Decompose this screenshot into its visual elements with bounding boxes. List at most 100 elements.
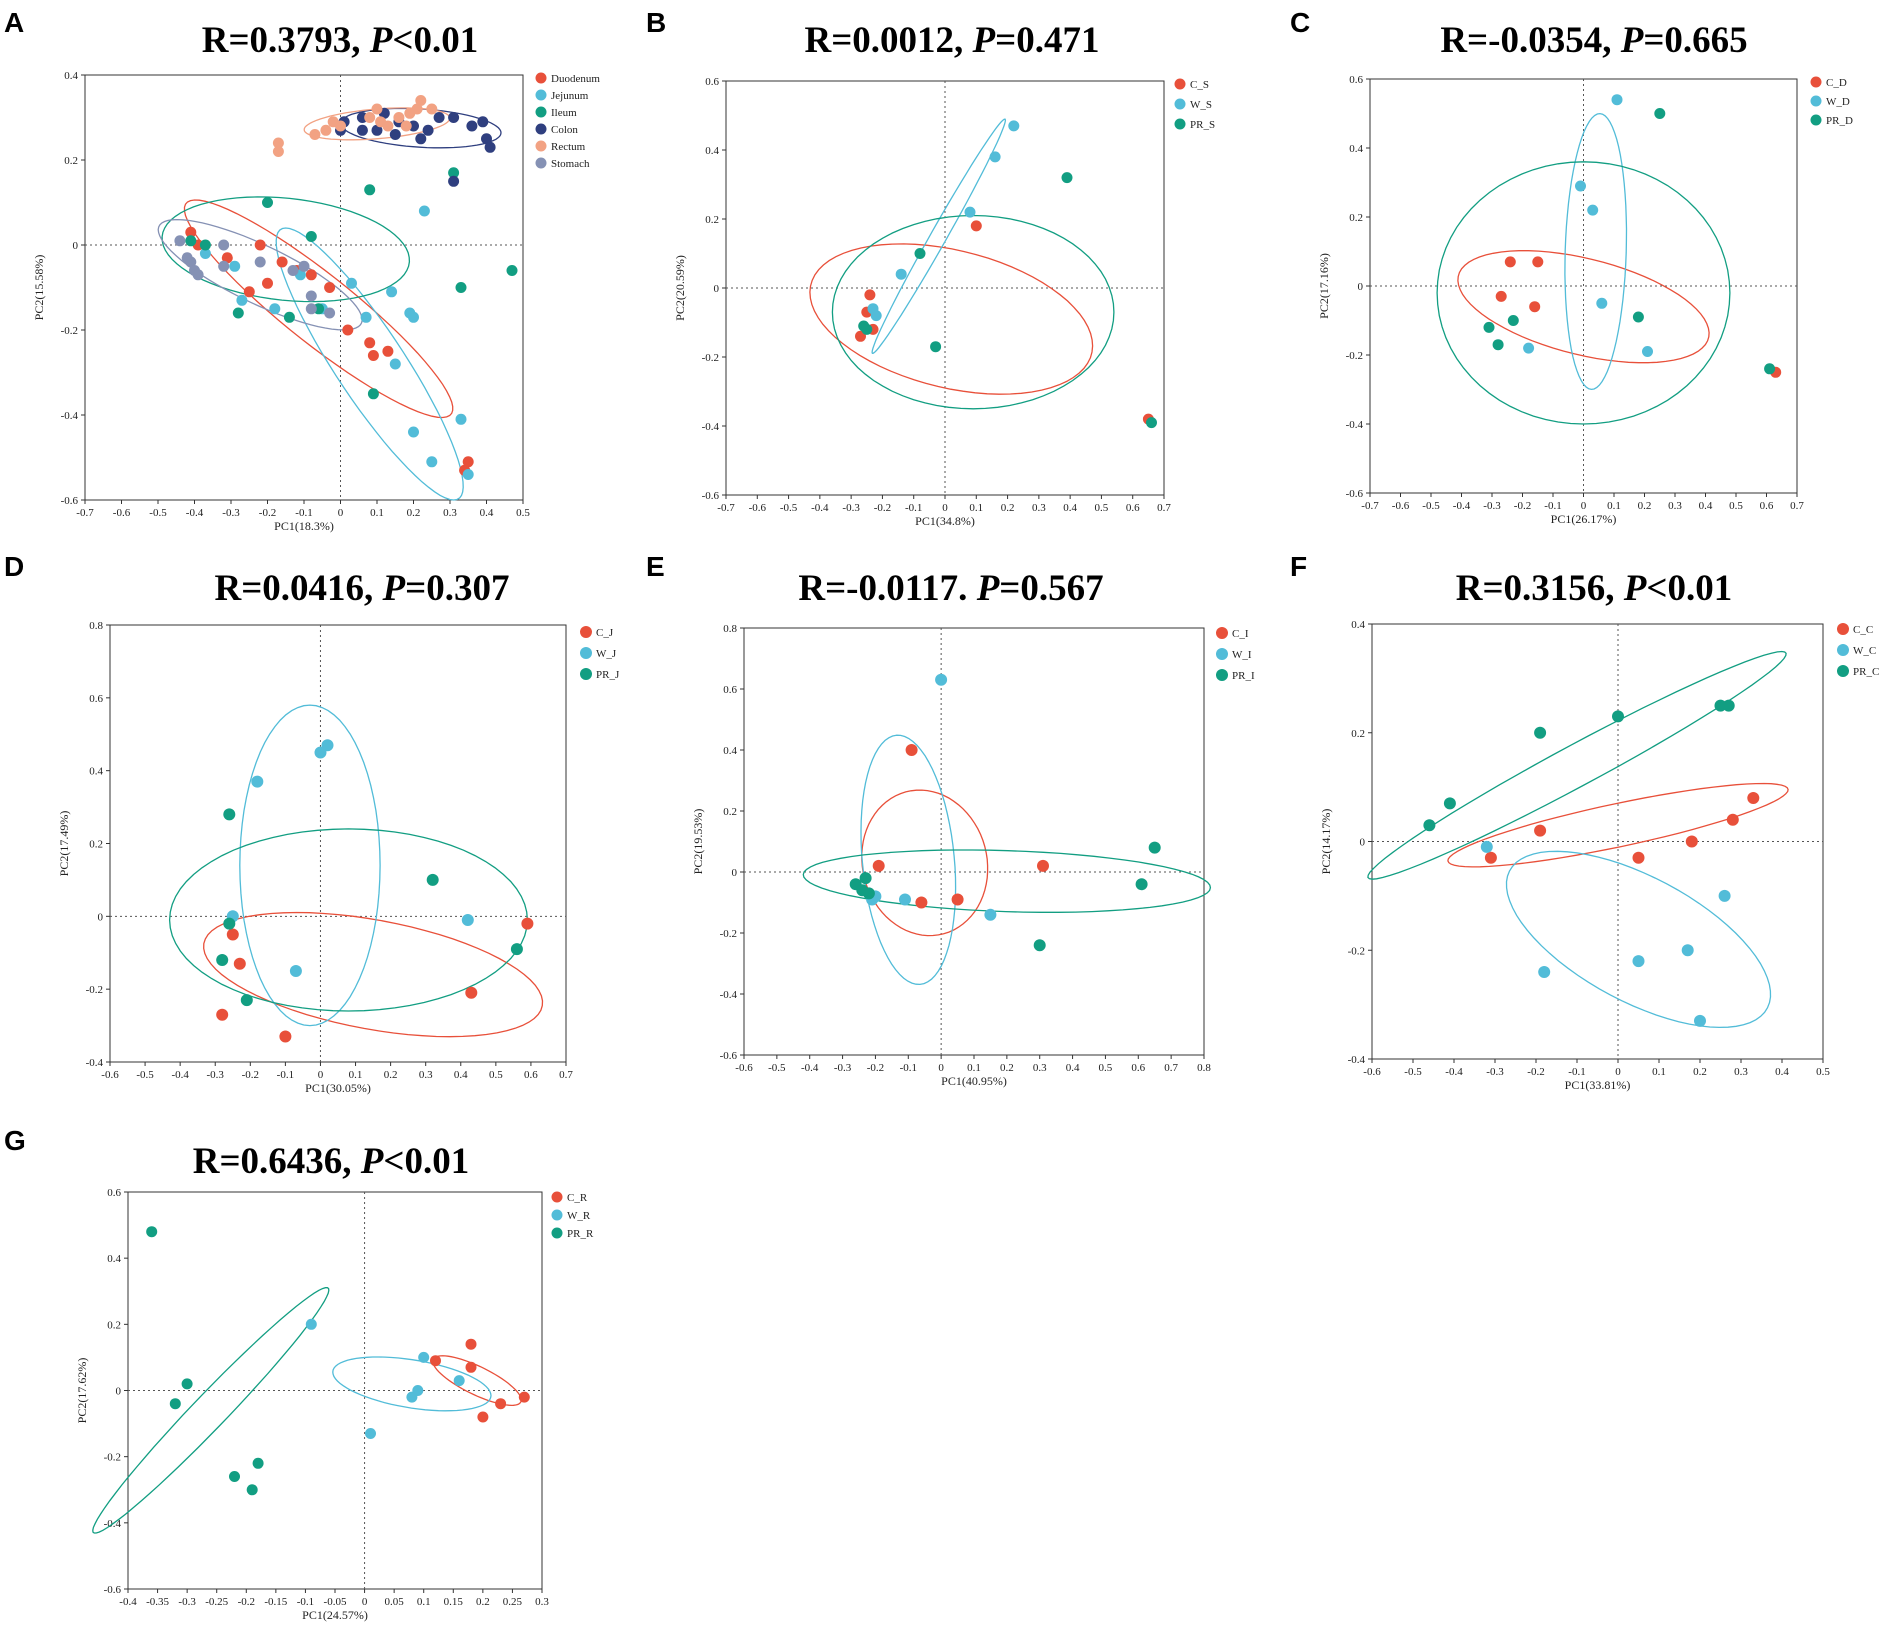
x-tick-label: 0.1 (370, 507, 384, 519)
point-colon (477, 116, 489, 128)
y-tick-label: -0.2 (1348, 945, 1365, 957)
x-tick-label: 0 (942, 502, 948, 514)
x-tick-label: -0.5 (136, 1069, 154, 1081)
point-pr-c (1714, 699, 1727, 712)
x-tick-label: 0 (318, 1069, 324, 1081)
x-tick-label: 0.5 (489, 1069, 503, 1081)
point-jejunum (455, 413, 467, 425)
panel-a: A R=0.3793, P<0.01-0.7 -0.6 -0.5 -0.4 -0.3 -0.… (4, 7, 600, 533)
x-tick-label: -0.2 (867, 1062, 884, 1074)
point-ileum (305, 231, 317, 242)
title-separator: , (351, 20, 370, 61)
point-w-r (453, 1375, 465, 1387)
panel-title: R=0.0012, P=0.471 (804, 20, 1099, 61)
x-tick-label: 0.6 (1126, 502, 1140, 514)
y-tick-label: -0.4 (720, 989, 738, 1001)
point-pr-i (1148, 841, 1161, 854)
x-tick-label: -0.6 (735, 1062, 753, 1074)
x-tick-label: 0 (362, 1596, 368, 1608)
point-colon (448, 175, 460, 187)
point-stomach (185, 256, 197, 268)
panel-letter: A (4, 7, 24, 38)
y-tick-label: -0.6 (720, 1050, 738, 1062)
panel-letter: C (1290, 7, 1310, 38)
legend-label-jejunum: Jejunum (551, 90, 589, 102)
point-ileum (232, 307, 244, 319)
point-w-i (984, 908, 997, 921)
point-ileum (283, 311, 295, 323)
x-tick-label: -0.4 (1445, 1066, 1463, 1078)
point-w-j (251, 775, 264, 788)
y-tick-label: 0.6 (107, 1187, 121, 1199)
point-duodenum (462, 456, 474, 468)
x-tick-label: -0.2 (259, 507, 276, 519)
x-tick-label: 0.5 (516, 507, 530, 519)
y-tick-label: 0.6 (723, 684, 737, 696)
legend-label-w-s: W_S (1190, 99, 1212, 111)
y-tick-label: 0.2 (705, 214, 719, 226)
point-w-s (895, 268, 907, 280)
point-pr-r (181, 1378, 193, 1390)
x-axis-label: PC1(34.8%) (915, 514, 975, 528)
ellipse-pr-r (92, 1287, 330, 1534)
x-tick-label: -0.2 (242, 1069, 259, 1081)
title-r-value: R=0.0012 (804, 20, 954, 61)
point-pr-d (1632, 311, 1644, 323)
x-tick-label: 0.3 (535, 1596, 549, 1608)
x-tick-label: 0.4 (1063, 502, 1077, 514)
point-w-c (1480, 840, 1493, 853)
title-p-value: =0.307 (405, 568, 509, 609)
point-w-j (289, 965, 302, 977)
title-separator: , (954, 20, 973, 61)
point-jejunum (229, 260, 241, 272)
x-tick-label: 0.6 (1131, 1062, 1145, 1074)
y-tick-label: -0.6 (1346, 488, 1364, 500)
title-p-value: =0.665 (1643, 20, 1747, 61)
x-tick-label: -0.4 (811, 502, 829, 514)
ellipse-pr-d (1436, 161, 1731, 425)
x-tick-label: -0.35 (146, 1596, 169, 1608)
x-tick-label: -0.3 (834, 1062, 852, 1074)
panel-title: R=0.0416, P=0.307 (214, 568, 509, 609)
title-separator: , (342, 1141, 361, 1182)
panel-title: R=0.3156, P<0.01 (1456, 568, 1733, 609)
point-pr-i (862, 887, 875, 900)
legend-marker-pr-r (551, 1227, 563, 1239)
legend-label-c-j: C_J (596, 627, 614, 639)
point-stomach (298, 260, 310, 272)
x-tick-label: 0.3 (1668, 500, 1682, 512)
x-tick-label: 0.1 (1652, 1066, 1666, 1078)
x-tick-label: 0.4 (454, 1069, 468, 1081)
legend-marker-ileum (535, 106, 547, 118)
legend-marker-c-i (1216, 627, 1228, 639)
point-rectum (415, 95, 427, 106)
point-w-i (935, 673, 948, 686)
point-rectum (382, 120, 394, 132)
point-stomach (192, 269, 204, 281)
title-p-label: P (382, 568, 406, 609)
point-c-r (430, 1355, 441, 1367)
point-rectum (335, 120, 346, 132)
point-ileum (448, 167, 460, 179)
x-tick-label: -0.4 (171, 1069, 189, 1081)
y-axis-label: PC2(17.62%) (75, 1358, 89, 1424)
x-tick-label: -0.1 (277, 1069, 294, 1081)
point-w-s (1008, 120, 1020, 132)
x-tick-label: 0.3 (1032, 502, 1046, 514)
x-tick-label: 0.1 (969, 502, 983, 514)
point-c-i (951, 893, 964, 906)
legend-label-rectum: Rectum (551, 141, 586, 153)
y-tick-label: 0.2 (107, 1319, 121, 1331)
point-c-i (1037, 859, 1049, 872)
y-tick-label: 0.2 (89, 839, 103, 851)
point-c-r (465, 1361, 477, 1373)
point-pr-c (1722, 699, 1735, 712)
title-p-label: P (360, 1141, 384, 1182)
point-pr-j (223, 917, 236, 930)
x-tick-label: 0.25 (503, 1596, 523, 1608)
y-tick-label: -0.4 (1348, 1054, 1366, 1066)
ellipse-c-j (203, 911, 544, 1038)
legend-marker-c-d (1810, 76, 1822, 88)
panel-letter: E (646, 551, 665, 582)
title-p-label: P (976, 568, 1000, 609)
